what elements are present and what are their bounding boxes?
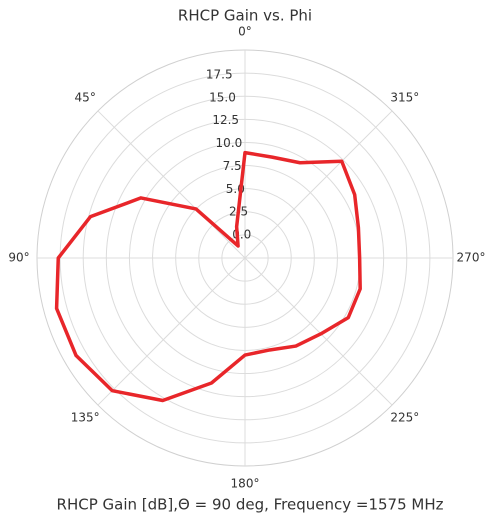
chart-title: RHCP Gain vs. Phi [178, 7, 312, 25]
theta-tick-label: 0° [238, 25, 252, 39]
theta-tick-label: 135° [71, 410, 100, 424]
grid-spoke [244, 110, 393, 259]
grid-spoke [97, 110, 246, 259]
theta-tick-label: 45° [75, 91, 96, 105]
r-tick-label: 17.5 [206, 67, 233, 81]
r-tick-label: 10.0 [216, 136, 243, 150]
grid-spoke [244, 257, 393, 406]
x-axis-label: RHCP Gain [dB],Θ = 90 deg, Frequency =15… [57, 496, 444, 514]
gain-line [54, 150, 362, 403]
theta-tick-label: 225° [390, 410, 419, 424]
grid-spoke [97, 257, 246, 406]
theta-tick-label: 315° [390, 91, 419, 105]
r-tick-label: 12.5 [212, 113, 239, 127]
theta-tick-label: 270° [457, 251, 486, 265]
r-tick-label: 15.0 [209, 90, 236, 104]
theta-tick-label: 90° [8, 251, 29, 265]
r-tick-label: 7.5 [223, 159, 242, 173]
theta-tick-label: 180° [231, 477, 260, 491]
